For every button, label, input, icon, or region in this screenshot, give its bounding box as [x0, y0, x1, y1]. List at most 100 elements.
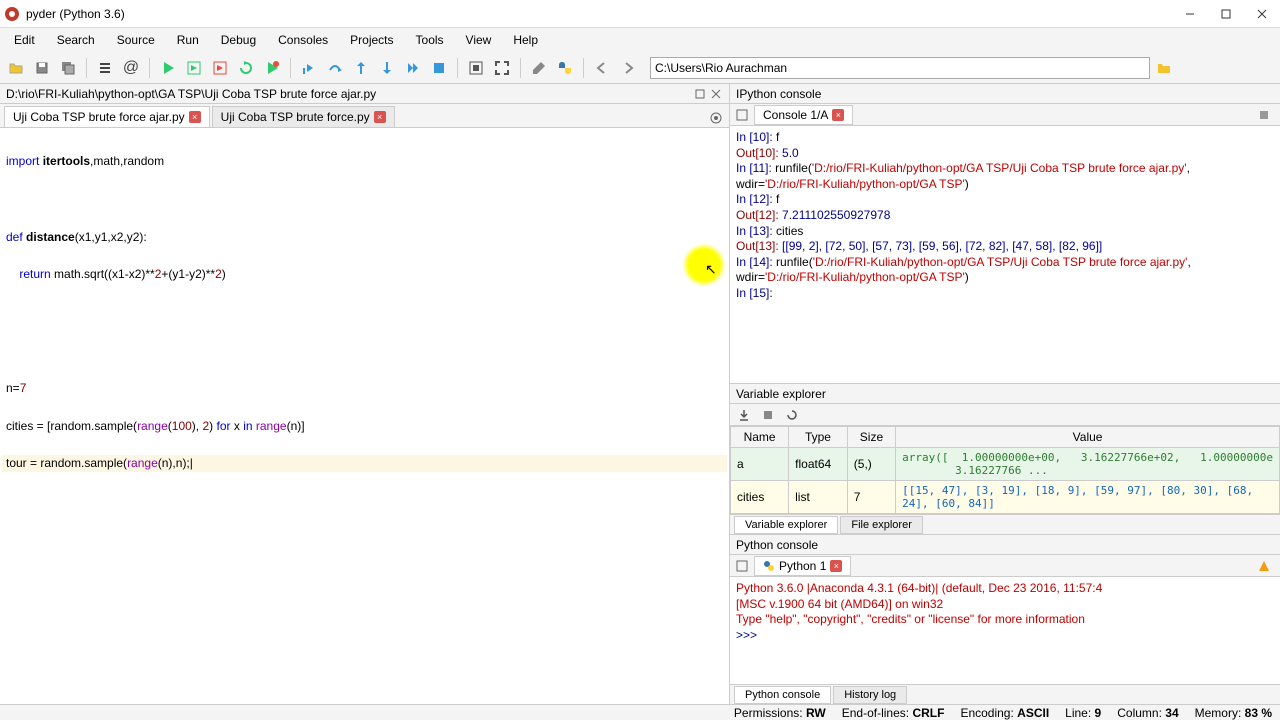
table-row[interactable]: a float64 (5,) array([ 1.00000000e+00, 3… [731, 448, 1280, 481]
editor-filepath: D:\rio\FRI-Kuliah\python-opt\GA TSP\Uji … [6, 87, 376, 101]
table-row[interactable]: cities list 7 [[15, 47], [3, 19], [18, 9… [731, 481, 1280, 514]
tab-label: Uji Coba TSP brute force.py [221, 110, 370, 124]
menu-debug[interactable]: Debug [211, 31, 266, 49]
step-out-icon[interactable] [349, 56, 373, 80]
browse-dir-icon[interactable] [1152, 56, 1176, 80]
status-encoding: Encoding: ASCII [960, 706, 1049, 720]
python-console-pane: Python console Python 1 × Python 3.6.0 |… [730, 535, 1280, 704]
refresh-icon[interactable] [784, 407, 800, 423]
varexp-header-label: Variable explorer [736, 387, 826, 401]
status-line: Line: 9 [1065, 706, 1101, 720]
preferences-icon[interactable] [527, 56, 551, 80]
continue-icon[interactable] [401, 56, 425, 80]
menu-help[interactable]: Help [503, 31, 548, 49]
step-return-icon[interactable] [375, 56, 399, 80]
console-options-icon[interactable] [1256, 107, 1272, 123]
menu-projects[interactable]: Projects [340, 31, 403, 49]
restore-pane-icon[interactable] [693, 87, 707, 101]
close-button[interactable] [1248, 4, 1276, 24]
tab-file-explorer[interactable]: File explorer [840, 516, 923, 534]
close-tab-icon[interactable]: × [189, 111, 201, 123]
step-over-icon[interactable] [323, 56, 347, 80]
forward-icon[interactable] [616, 56, 640, 80]
pyconsole-header-label: Python console [736, 538, 818, 552]
window-title: pyder (Python 3.6) [26, 7, 1176, 21]
maximize-pane-icon[interactable] [464, 56, 488, 80]
tab-variable-explorer[interactable]: Variable explorer [734, 516, 838, 534]
minimize-button[interactable] [1176, 4, 1204, 24]
import-data-icon[interactable] [736, 407, 752, 423]
save-all-icon[interactable] [56, 56, 80, 80]
menu-search[interactable]: Search [47, 31, 105, 49]
pyconsole-output[interactable]: Python 3.6.0 |Anaconda 4.3.1 (64-bit)| (… [730, 577, 1280, 684]
open-icon[interactable] [4, 56, 28, 80]
browse-tabs-icon[interactable] [734, 558, 750, 574]
editor-pane: D:\rio\FRI-Kuliah\python-opt\GA TSP\Uji … [0, 84, 730, 704]
console-tab[interactable]: Console 1/A × [754, 105, 853, 125]
pyconsole-tab[interactable]: Python 1 × [754, 556, 851, 576]
right-pane: IPython console Console 1/A × In [10]: f… [730, 84, 1280, 704]
at-icon[interactable]: @ [119, 56, 143, 80]
stop-icon[interactable] [427, 56, 451, 80]
run-cell-icon[interactable] [182, 56, 206, 80]
menu-run[interactable]: Run [167, 31, 209, 49]
working-dir-input[interactable] [650, 57, 1150, 79]
run-icon[interactable] [156, 56, 180, 80]
varexp-tabs: Variable explorer File explorer [730, 514, 1280, 534]
menu-view[interactable]: View [456, 31, 502, 49]
app-icon [4, 6, 20, 22]
tab-history-log[interactable]: History log [833, 686, 907, 704]
close-console-icon[interactable]: × [830, 560, 842, 572]
titlebar: pyder (Python 3.6) [0, 0, 1280, 28]
toolbar: @ [0, 52, 1280, 84]
col-type[interactable]: Type [789, 427, 848, 448]
save-data-icon[interactable] [760, 407, 776, 423]
status-memory: Memory: 83 % [1195, 706, 1272, 720]
close-console-icon[interactable]: × [832, 109, 844, 121]
col-size[interactable]: Size [847, 427, 895, 448]
pyconsole-tab-label: Python 1 [779, 559, 826, 573]
menu-source[interactable]: Source [107, 31, 165, 49]
editor-options-icon[interactable] [709, 111, 725, 127]
warning-icon[interactable] [1256, 558, 1272, 574]
tab-python-console[interactable]: Python console [734, 686, 831, 704]
browse-tabs-icon[interactable] [734, 107, 750, 123]
editor-tabs: Uji Coba TSP brute force ajar.py × Uji C… [0, 104, 729, 128]
menu-tools[interactable]: Tools [406, 31, 454, 49]
fullscreen-icon[interactable] [490, 56, 514, 80]
code-editor[interactable]: import itertools,math,random def distanc… [0, 128, 729, 704]
pyconsole-tabs: Python console History log [730, 684, 1280, 704]
list-icon[interactable] [93, 56, 117, 80]
close-pane-icon[interactable] [709, 87, 723, 101]
rerun-icon[interactable] [234, 56, 258, 80]
console-tab-label: Console 1/A [763, 108, 828, 122]
python-icon [763, 560, 775, 572]
menu-edit[interactable]: Edit [4, 31, 45, 49]
pyconsole-header: Python console [730, 535, 1280, 555]
status-column: Column: 34 [1117, 706, 1178, 720]
editor-tab-inactive[interactable]: Uji Coba TSP brute force.py × [212, 106, 395, 127]
col-name[interactable]: Name [731, 427, 789, 448]
run-cell-advance-icon[interactable] [208, 56, 232, 80]
varexp-toolbar [730, 404, 1280, 426]
editor-tab-active[interactable]: Uji Coba TSP brute force ajar.py × [4, 106, 210, 127]
save-icon[interactable] [30, 56, 54, 80]
maximize-button[interactable] [1212, 4, 1240, 24]
variable-table: Name Type Size Value a float64 (5,) arra… [730, 426, 1280, 514]
pyconsole-tabbar: Python 1 × [730, 555, 1280, 577]
menu-consoles[interactable]: Consoles [268, 31, 338, 49]
ipython-output[interactable]: In [10]: f Out[10]: 5.0 In [11]: runfile… [730, 126, 1280, 383]
ipython-console-pane: IPython console Console 1/A × In [10]: f… [730, 84, 1280, 384]
status-eol: End-of-lines: CRLF [842, 706, 945, 720]
back-icon[interactable] [590, 56, 614, 80]
tab-label: Uji Coba TSP brute force ajar.py [13, 110, 185, 124]
step-into-icon[interactable] [297, 56, 321, 80]
python-icon[interactable] [553, 56, 577, 80]
menubar: Edit Search Source Run Debug Consoles Pr… [0, 28, 1280, 52]
close-tab-icon[interactable]: × [374, 111, 386, 123]
col-value[interactable]: Value [896, 427, 1280, 448]
varexp-header: Variable explorer [730, 384, 1280, 404]
statusbar: Permissions: RW End-of-lines: CRLF Encod… [0, 704, 1280, 720]
debug-icon[interactable] [260, 56, 284, 80]
ipython-header-label: IPython console [736, 87, 821, 101]
